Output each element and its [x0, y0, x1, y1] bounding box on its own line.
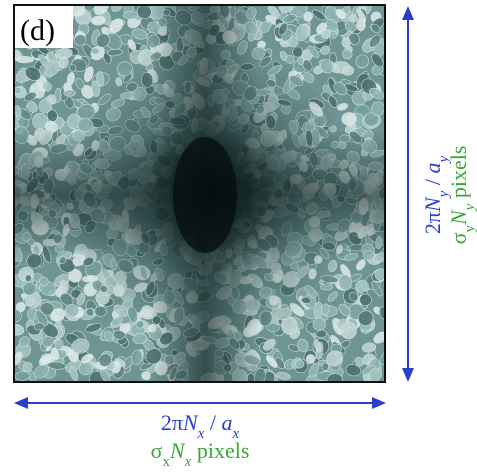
label-part: N: [182, 410, 199, 435]
texture-cell: [58, 57, 68, 69]
x-label-line2: σxNx pixels: [151, 438, 250, 470]
y-arrow-head-top: [402, 6, 414, 20]
label-part: /: [420, 174, 445, 191]
panel-label: (d): [20, 14, 55, 47]
y-arrow-head-bottom: [402, 368, 414, 382]
texture-cell: [341, 322, 357, 339]
x-arrow: [14, 397, 386, 409]
label-part: a: [221, 410, 232, 435]
page: {"panel_label": "(d)", "x_label": {"line…: [0, 0, 477, 472]
label-part: N: [420, 196, 445, 213]
label-part: σ: [151, 438, 163, 463]
texture-cell: [123, 11, 138, 19]
center-spot: [173, 137, 237, 253]
texture-cell: [92, 48, 100, 55]
label-part: σ: [446, 232, 471, 244]
label-part: 2π: [420, 212, 445, 234]
figure: (d) 2πNx / ax σxNx pixels 2πNy / ay σyNy…: [0, 0, 477, 472]
label-part: 2π: [161, 410, 183, 435]
label-part: a: [420, 163, 445, 174]
texture-cell: [16, 56, 34, 63]
label-part: N: [446, 209, 471, 226]
texture-cell: [313, 318, 326, 331]
label-part: pixels: [191, 438, 249, 463]
texture-cell: [339, 275, 352, 291]
label-part: y: [462, 203, 477, 212]
label-part: N: [169, 438, 186, 463]
x-arrow-head-left: [14, 397, 28, 409]
x-arrow-head-right: [372, 397, 386, 409]
label-part: /: [204, 410, 221, 435]
texture-cell: [34, 323, 45, 331]
y-label-line2: σyNy pixels: [446, 146, 477, 245]
label-part: pixels: [446, 146, 471, 204]
y-arrow: [402, 6, 414, 382]
texture-cell: [64, 90, 76, 97]
